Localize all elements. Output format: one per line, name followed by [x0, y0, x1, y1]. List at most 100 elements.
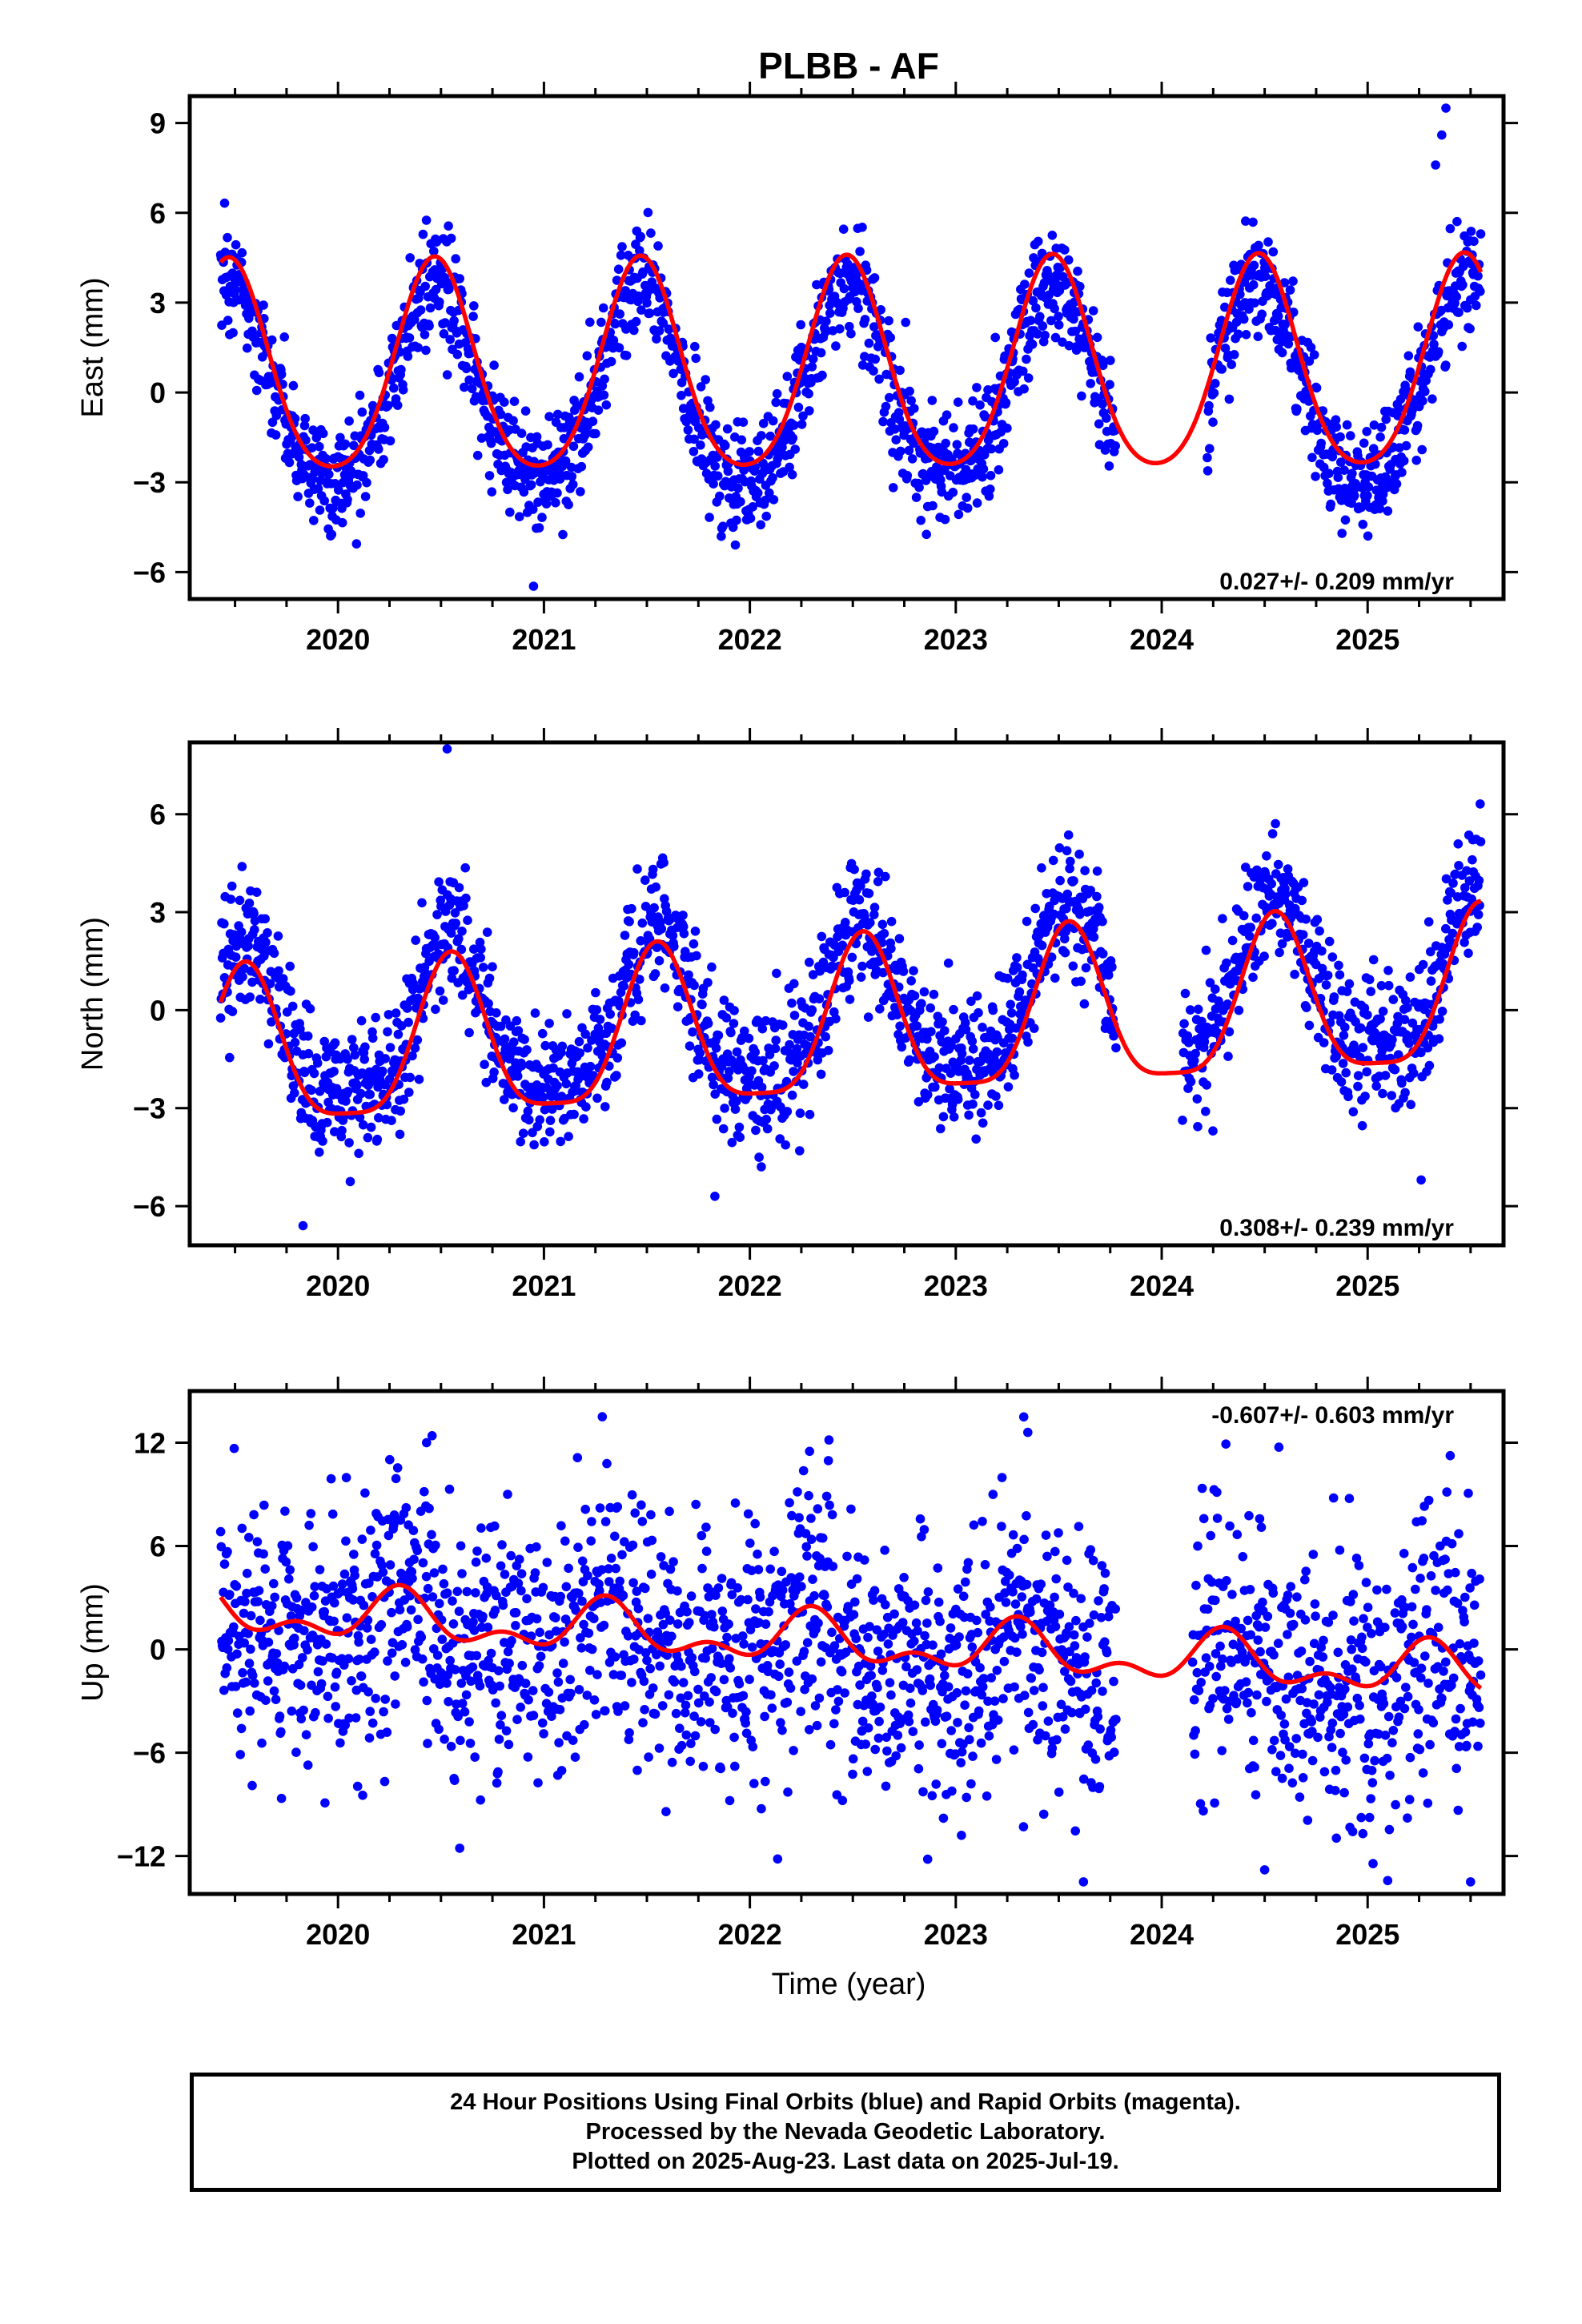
- north-point: [432, 910, 442, 919]
- north-point: [518, 1128, 528, 1138]
- up-point: [737, 1631, 748, 1641]
- up-point: [490, 1521, 500, 1531]
- north-point: [789, 1067, 798, 1076]
- north-point: [1281, 889, 1291, 899]
- north-point: [1003, 1082, 1014, 1092]
- north-point: [735, 1132, 745, 1142]
- east-point: [709, 479, 718, 489]
- north-point: [1324, 936, 1335, 947]
- east-y-tick-label: 9: [150, 107, 166, 140]
- north-point: [1366, 987, 1375, 996]
- north-point: [516, 1136, 525, 1147]
- north-point: [556, 1136, 565, 1147]
- north-point: [261, 937, 271, 947]
- up-point: [434, 1724, 444, 1735]
- north-y-axis-label: North (mm): [76, 917, 110, 1071]
- up-point: [654, 1743, 665, 1753]
- up-point: [570, 1752, 580, 1762]
- east-point: [1452, 292, 1461, 302]
- north-point: [356, 1088, 366, 1099]
- north-point: [1378, 1088, 1387, 1099]
- north-point: [734, 1122, 745, 1132]
- north-point: [462, 977, 472, 987]
- east-point: [1337, 529, 1347, 538]
- up-point: [520, 1679, 531, 1688]
- up-point: [331, 1667, 342, 1678]
- east-point: [1227, 360, 1236, 370]
- north-point: [581, 1102, 591, 1112]
- north-point: [1303, 939, 1314, 948]
- east-point: [835, 324, 845, 334]
- up-point: [448, 1596, 457, 1606]
- up-point: [270, 1592, 280, 1602]
- up-point: [681, 1700, 691, 1711]
- north-point: [356, 1015, 367, 1026]
- up-point: [616, 1671, 627, 1680]
- north-point: [520, 1035, 529, 1044]
- east-point: [327, 529, 337, 540]
- up-point: [624, 1728, 634, 1738]
- north-point: [926, 1003, 935, 1013]
- up-point: [600, 1706, 610, 1716]
- east-point: [251, 385, 262, 396]
- north-point: [953, 1095, 963, 1104]
- north-point: [377, 1066, 387, 1076]
- east-point: [1401, 440, 1411, 451]
- east-point: [508, 416, 518, 426]
- north-point: [1012, 953, 1022, 963]
- east-point: [962, 493, 971, 502]
- up-point: [232, 1708, 243, 1718]
- north-point: [636, 936, 645, 946]
- north-x-tick-label: 2023: [924, 1269, 988, 1302]
- north-point: [1380, 1071, 1391, 1080]
- east-outlier-point: [1431, 160, 1440, 170]
- east-point: [804, 388, 813, 399]
- up-point: [263, 1637, 274, 1647]
- east-point: [1472, 300, 1481, 311]
- north-point: [1363, 1010, 1372, 1020]
- north-point: [637, 918, 648, 928]
- north-point: [898, 967, 909, 976]
- up-point: [254, 1586, 264, 1595]
- north-point: [512, 1072, 523, 1081]
- up-point: [784, 1667, 794, 1677]
- east-point: [1024, 268, 1034, 278]
- up-point: [795, 1572, 805, 1582]
- up-point: [245, 1706, 255, 1716]
- north-point: [287, 1001, 298, 1011]
- up-point: [229, 1443, 239, 1454]
- up-point: [782, 1697, 793, 1707]
- north-point: [654, 955, 665, 966]
- east-point: [1476, 229, 1486, 239]
- east-x-tick-label: 2021: [512, 623, 576, 656]
- north-point: [689, 939, 699, 949]
- north-point: [917, 999, 926, 1008]
- north-point: [1405, 972, 1415, 982]
- north-point: [772, 968, 781, 979]
- up-point: [753, 1549, 762, 1559]
- east-point: [486, 438, 496, 448]
- east-point: [1022, 354, 1031, 364]
- north-point: [781, 1140, 790, 1150]
- north-point: [516, 1061, 527, 1071]
- up-point: [450, 1665, 460, 1675]
- north-point: [777, 1020, 788, 1030]
- up-point: [419, 1677, 428, 1687]
- up-point: [494, 1666, 504, 1676]
- up-point: [417, 1654, 428, 1664]
- east-point: [705, 513, 714, 522]
- north-point: [461, 893, 471, 903]
- east-point: [321, 454, 331, 464]
- north-point: [805, 957, 814, 967]
- up-point: [560, 1637, 569, 1647]
- up-point: [383, 1656, 392, 1666]
- up-point: [793, 1487, 802, 1497]
- up-point: [380, 1695, 391, 1704]
- north-point: [496, 1021, 506, 1031]
- up-point: [455, 1844, 464, 1853]
- up-point: [246, 1610, 256, 1621]
- east-point: [942, 410, 952, 420]
- north-point: [616, 1038, 627, 1048]
- up-point: [577, 1556, 588, 1566]
- up-point: [534, 1661, 544, 1671]
